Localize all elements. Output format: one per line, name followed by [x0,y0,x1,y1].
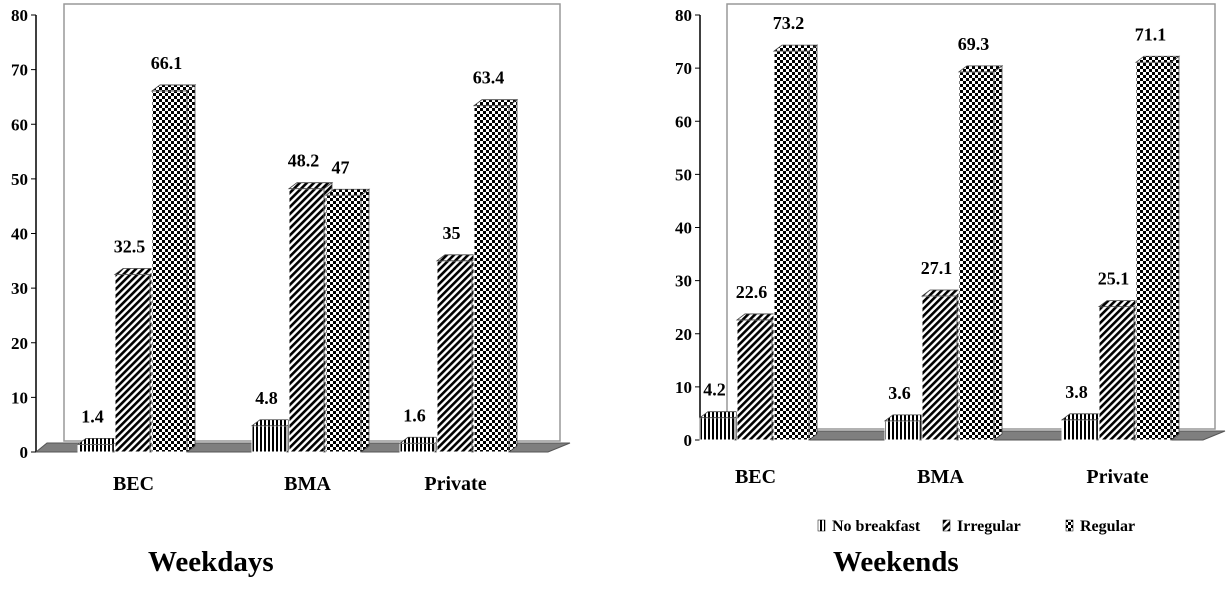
data-label: 3.6 [888,383,911,403]
y-tick-label: 50 [675,165,692,184]
data-label: 71.1 [1135,24,1167,44]
data-label: 4.2 [703,380,726,400]
bar-irregular-bma [920,289,967,441]
y-tick-label: 10 [11,388,28,407]
legend-label: No breakfast [832,518,921,535]
legend-item-no-breakfast: No breakfast [817,518,921,535]
legend: No breakfast Irregular Regular [817,518,1135,535]
bar-regular-bma [957,65,1004,441]
data-label: 48.2 [288,151,320,171]
x-tick-label: BEC [113,473,154,495]
data-label: 22.6 [736,282,768,302]
x-tick-label: BMA [284,473,331,495]
y-tick-label: 30 [11,279,28,298]
x-tick-label: Private [424,473,486,495]
y-tick-label: 50 [11,170,28,189]
data-label: 47 [332,157,350,177]
legend-item-regular: Regular [1065,518,1135,535]
y-tick-label: 80 [11,6,28,25]
chart-panel-1: 0 10 20 30 40 50 60 70 80 4.2 22.6 73.2 BEC 3.6 27.1 69… [675,3,1226,488]
data-label: 1.4 [81,406,104,426]
data-label: 1.6 [403,405,426,425]
bar-regular-private [472,98,519,453]
y-tick-label: 0 [20,443,29,462]
y-tick-label: 10 [675,378,692,397]
bar-regular-bec [150,84,197,453]
data-label: 32.5 [114,236,146,256]
legend-label: Regular [1080,518,1135,535]
x-tick-label: BMA [917,466,964,488]
legend-swatch [817,519,826,532]
weekends-title: Weekends [833,546,959,578]
y-tick-label: 60 [11,115,28,134]
y-tick-label: 70 [675,59,692,78]
legend-label: Irregular [957,518,1021,535]
legend-swatch [1065,519,1074,532]
data-label: 3.8 [1065,382,1088,402]
data-label: 63.4 [473,68,505,88]
x-tick-label: BEC [735,466,776,488]
data-label: 69.3 [958,34,990,54]
legend-swatch [942,519,951,532]
y-tick-label: 80 [675,6,692,25]
data-label: 4.8 [255,388,278,408]
data-label: 27.1 [921,258,953,278]
y-tick-label: 20 [11,334,28,353]
y-tick-label: 70 [11,61,28,80]
data-label: 25.1 [1098,269,1130,289]
y-tick-label: 60 [675,112,692,131]
bar-regular-private [1134,55,1181,441]
data-label: 66.1 [151,53,183,73]
y-tick-label: 0 [684,431,693,450]
bar-regular-bma [324,188,371,453]
x-tick-label: Private [1086,466,1148,488]
y-tick-label: 40 [11,225,28,244]
data-label: 35 [443,223,461,243]
chart-panel-0: 0 10 20 30 40 50 60 70 80 1.4 32.5 66.1 BEC 4.8 48.2 47… [11,3,571,495]
y-tick-label: 30 [675,272,692,291]
y-tick-label: 40 [675,219,692,238]
legend-item-irregular: Irregular [942,518,1021,535]
bar-regular-bec [772,44,819,441]
weekdays-title: Weekdays [148,546,274,578]
data-label: 73.2 [773,13,805,33]
y-tick-label: 20 [675,325,692,344]
